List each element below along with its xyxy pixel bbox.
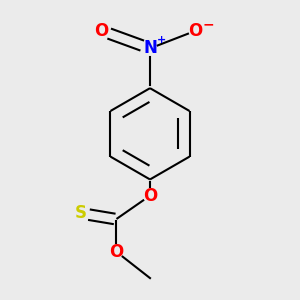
Text: O: O — [188, 22, 203, 40]
Text: O: O — [109, 243, 123, 261]
Text: +: + — [157, 35, 166, 45]
Text: O: O — [94, 22, 109, 40]
Text: S: S — [75, 204, 87, 222]
Text: −: − — [202, 17, 214, 31]
Text: O: O — [143, 187, 157, 205]
Text: N: N — [143, 39, 157, 57]
